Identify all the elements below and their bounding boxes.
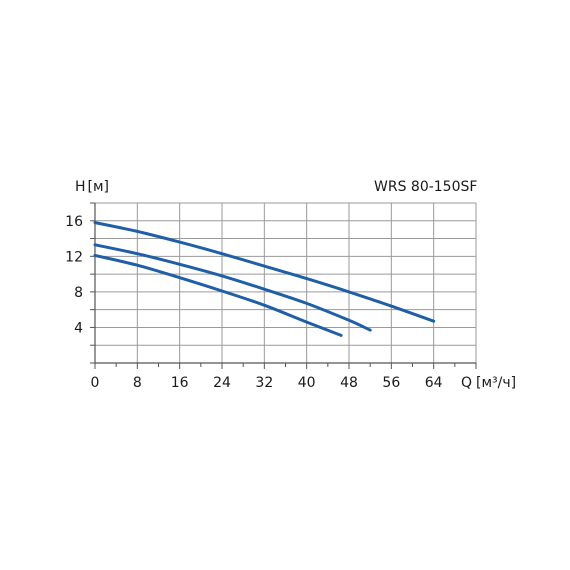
- x-axis-symbol: Q: [461, 375, 472, 391]
- y-tick-label: 4: [74, 320, 83, 336]
- series-line: [93, 221, 436, 323]
- x-axis-label: Q [м³/ч]: [461, 375, 516, 391]
- x-tick-label: 0: [91, 375, 100, 391]
- x-tick-label: 24: [213, 375, 231, 391]
- y-tick-label: 8: [74, 285, 83, 301]
- series-group: [93, 221, 436, 337]
- x-tick-label: 40: [298, 375, 316, 391]
- x-tick-label: 48: [340, 375, 358, 391]
- y-axis-label: H [м]: [75, 179, 109, 195]
- grid: [95, 202, 477, 363]
- x-tick-label: 8: [133, 375, 142, 391]
- series-line: [93, 253, 343, 337]
- y-tick-label: 16: [65, 214, 83, 230]
- y-tick-label: 12: [65, 249, 83, 265]
- y-axis-symbol: H: [75, 179, 86, 195]
- x-tick-label: 16: [171, 375, 189, 391]
- x-axis-unit: [м³/ч]: [476, 375, 516, 391]
- x-tick-label: 56: [382, 375, 400, 391]
- chart-title: WRS 80-150SF: [374, 179, 477, 195]
- x-tick-label: 64: [425, 375, 443, 391]
- axes: [90, 202, 477, 369]
- series-line: [93, 243, 372, 332]
- x-tick-label: 32: [255, 375, 273, 391]
- y-axis-unit: [м]: [88, 179, 110, 195]
